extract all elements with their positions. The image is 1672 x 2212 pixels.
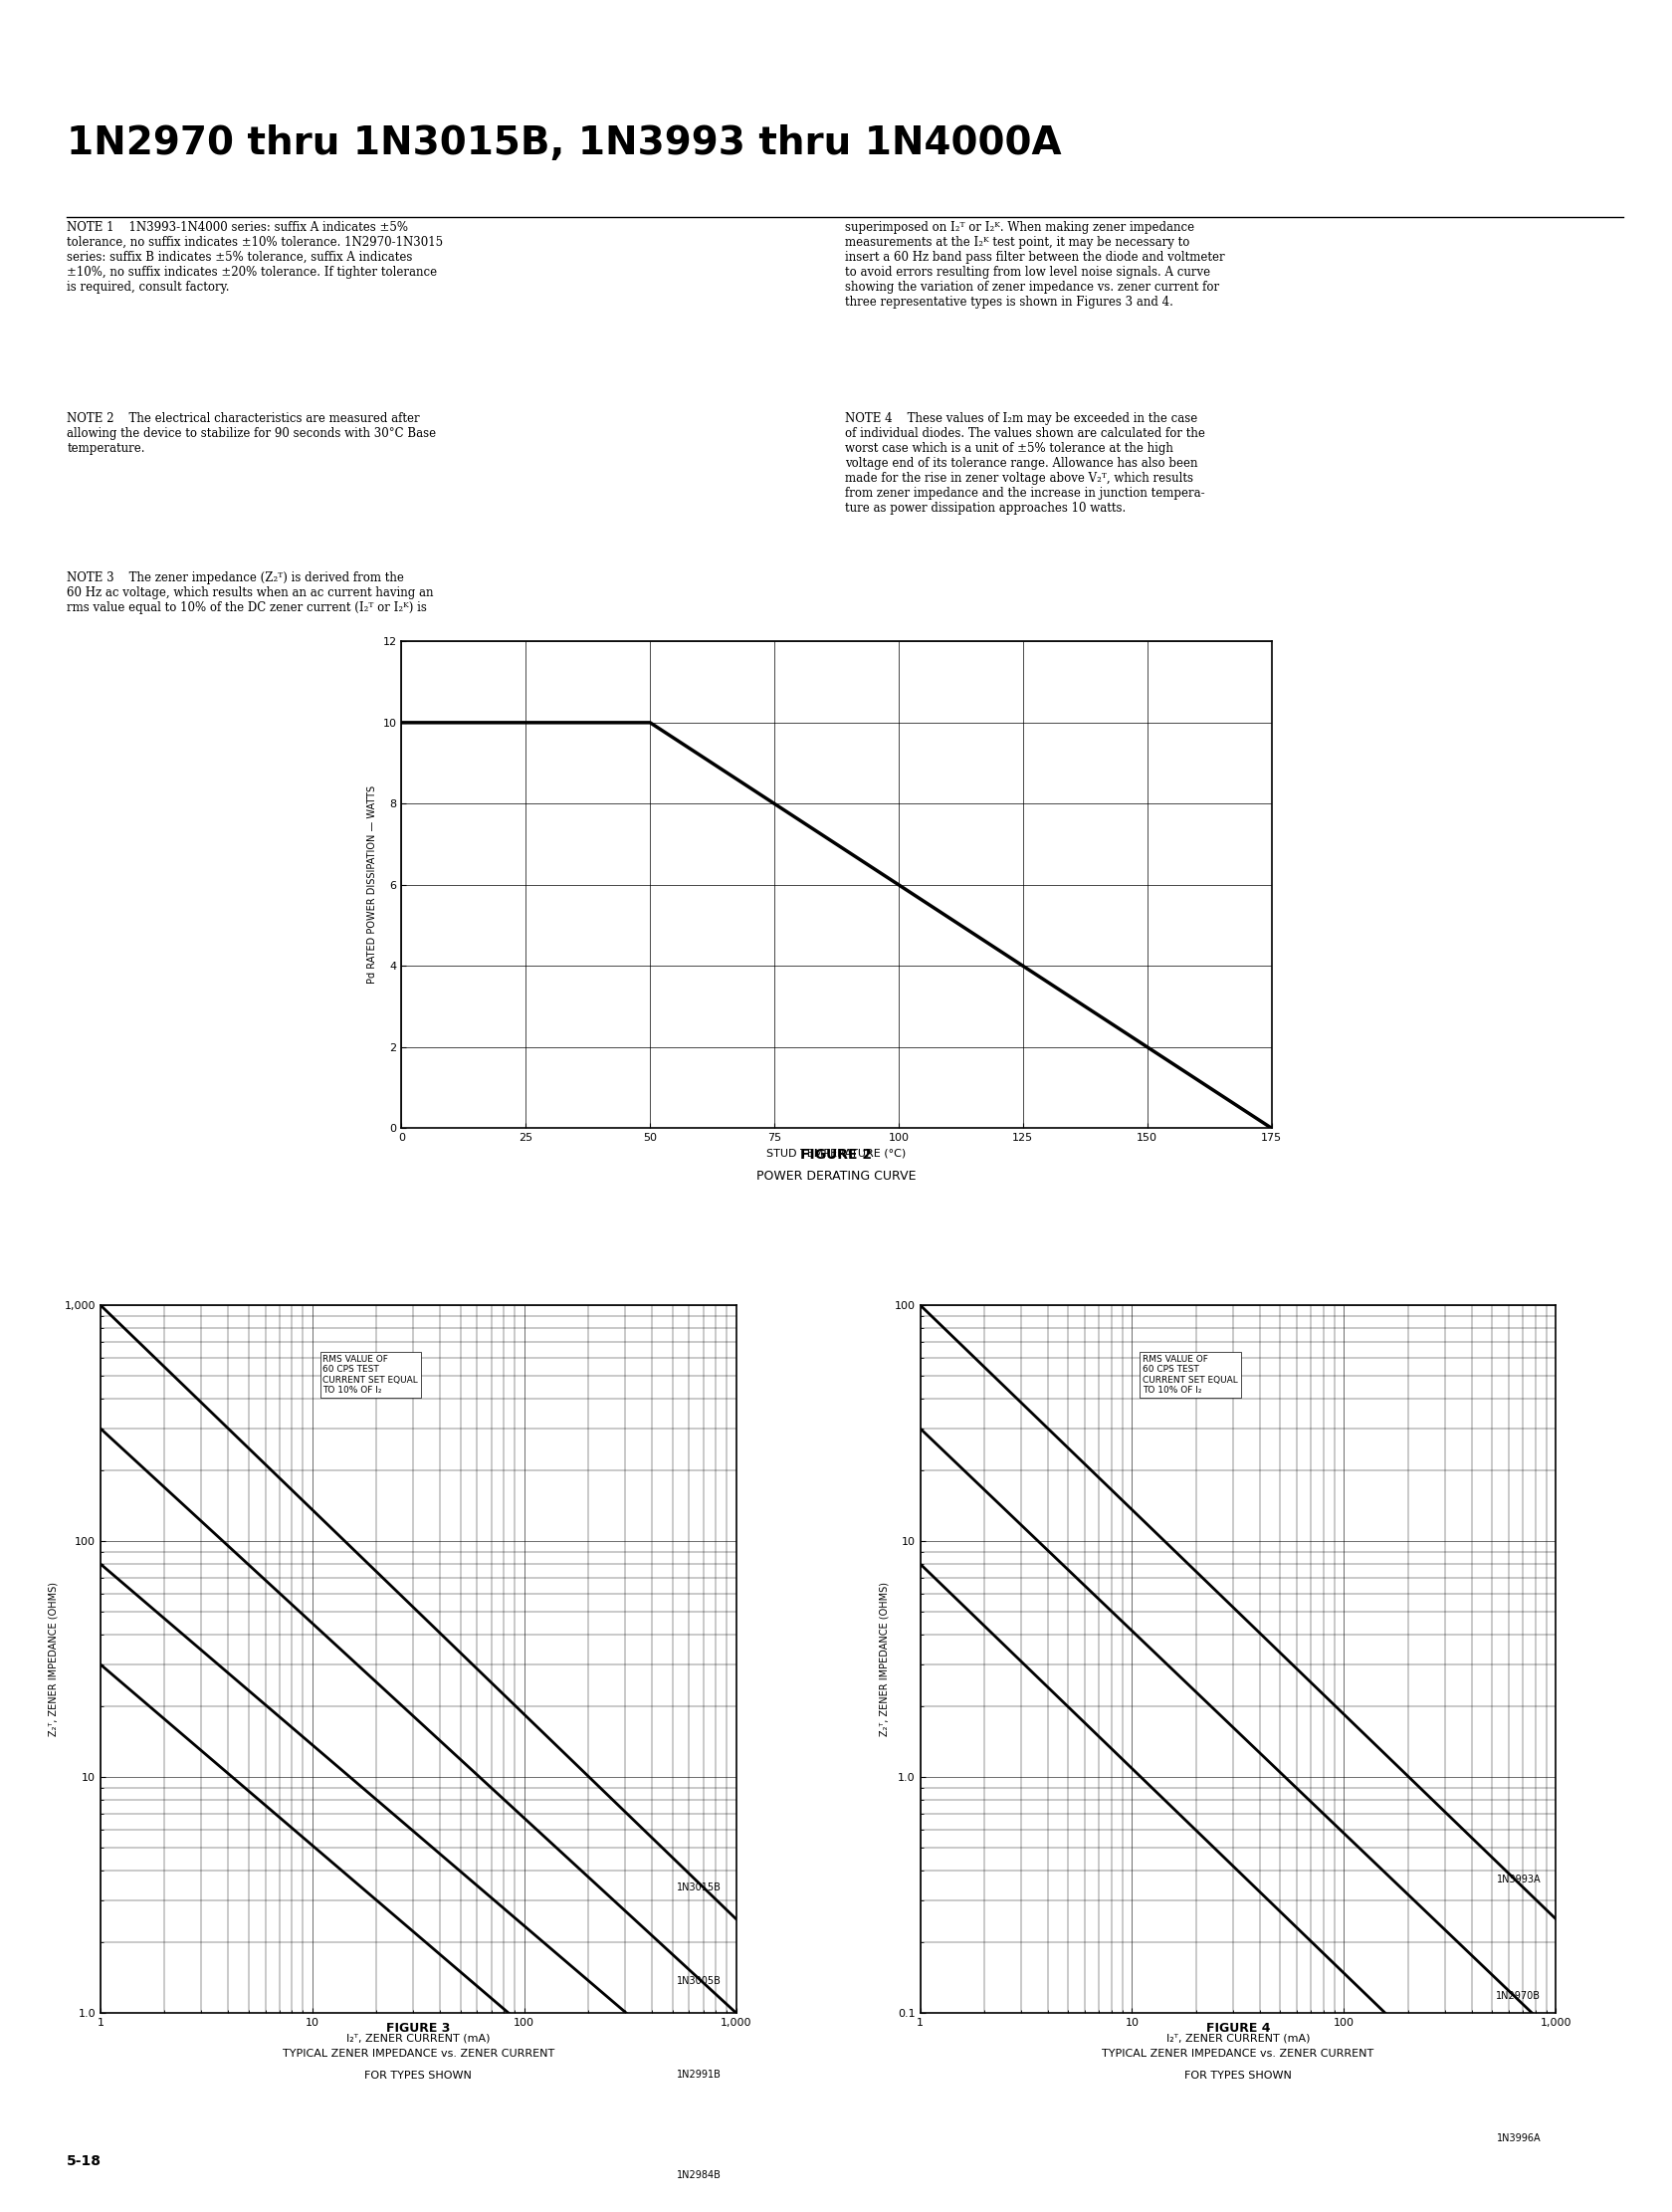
Text: 1N3015B: 1N3015B (675, 1882, 721, 1891)
Text: FIGURE 2: FIGURE 2 (801, 1148, 871, 1161)
Text: 1N2991B: 1N2991B (675, 2070, 721, 2079)
Text: superimposed on I₂ᵀ or I₂ᴷ. When making zener impedance
measurements at the I₂ᴷ : superimposed on I₂ᵀ or I₂ᴷ. When making … (844, 221, 1224, 310)
Text: FOR TYPES SHOWN: FOR TYPES SHOWN (1184, 2070, 1291, 2081)
X-axis label: I₂ᵀ, ZENER CURRENT (mA): I₂ᵀ, ZENER CURRENT (mA) (346, 2033, 490, 2044)
Text: NOTE 3    The zener impedance (Z₂ᵀ) is derived from the
60 Hz ac voltage, which : NOTE 3 The zener impedance (Z₂ᵀ) is deri… (67, 571, 433, 615)
Text: FIGURE 3: FIGURE 3 (386, 2022, 450, 2035)
Text: RMS VALUE OF
60 CPS TEST
CURRENT SET EQUAL
TO 10% OF I₂: RMS VALUE OF 60 CPS TEST CURRENT SET EQU… (1142, 1354, 1237, 1394)
Y-axis label: Pd RATED POWER DISSIPATION — WATTS: Pd RATED POWER DISSIPATION — WATTS (366, 785, 376, 984)
Text: FIGURE 4: FIGURE 4 (1206, 2022, 1269, 2035)
Text: 1N2970 thru 1N3015B, 1N3993 thru 1N4000A: 1N2970 thru 1N3015B, 1N3993 thru 1N4000A (67, 124, 1062, 164)
Text: 1N3996A: 1N3996A (1496, 2132, 1540, 2143)
Text: NOTE 4    These values of I₂m may be exceeded in the case
of individual diodes. : NOTE 4 These values of I₂m may be exceed… (844, 411, 1204, 515)
Y-axis label: Z₂ᵀ, ZENER IMPEDANCE (OHMS): Z₂ᵀ, ZENER IMPEDANCE (OHMS) (878, 1582, 888, 1736)
Text: 5-18: 5-18 (67, 2154, 102, 2168)
Text: NOTE 2    The electrical characteristics are measured after
allowing the device : NOTE 2 The electrical characteristics ar… (67, 411, 436, 456)
Text: 1N2984B: 1N2984B (675, 2170, 721, 2181)
Text: 1N3993A: 1N3993A (1496, 1874, 1540, 1885)
Y-axis label: Z₂ᵀ, ZENER IMPEDANCE (OHMS): Z₂ᵀ, ZENER IMPEDANCE (OHMS) (48, 1582, 59, 1736)
Text: TYPICAL ZENER IMPEDANCE vs. ZENER CURRENT: TYPICAL ZENER IMPEDANCE vs. ZENER CURREN… (1102, 2048, 1373, 2059)
Text: POWER DERATING CURVE: POWER DERATING CURVE (756, 1170, 916, 1183)
X-axis label: STUD TEMPERATURE (°C): STUD TEMPERATURE (°C) (766, 1148, 906, 1159)
Text: TYPICAL ZENER IMPEDANCE vs. ZENER CURRENT: TYPICAL ZENER IMPEDANCE vs. ZENER CURREN… (283, 2048, 553, 2059)
Text: NOTE 1    1N3993-1N4000 series: suffix A indicates ±5%
tolerance, no suffix indi: NOTE 1 1N3993-1N4000 series: suffix A in… (67, 221, 443, 294)
Text: 1N3005B: 1N3005B (675, 1975, 721, 1986)
Text: FOR TYPES SHOWN: FOR TYPES SHOWN (364, 2070, 472, 2081)
Text: 1N2970B: 1N2970B (1495, 1991, 1540, 2002)
X-axis label: I₂ᵀ, ZENER CURRENT (mA): I₂ᵀ, ZENER CURRENT (mA) (1165, 2033, 1309, 2044)
Text: RMS VALUE OF
60 CPS TEST
CURRENT SET EQUAL
TO 10% OF I₂: RMS VALUE OF 60 CPS TEST CURRENT SET EQU… (323, 1354, 418, 1394)
